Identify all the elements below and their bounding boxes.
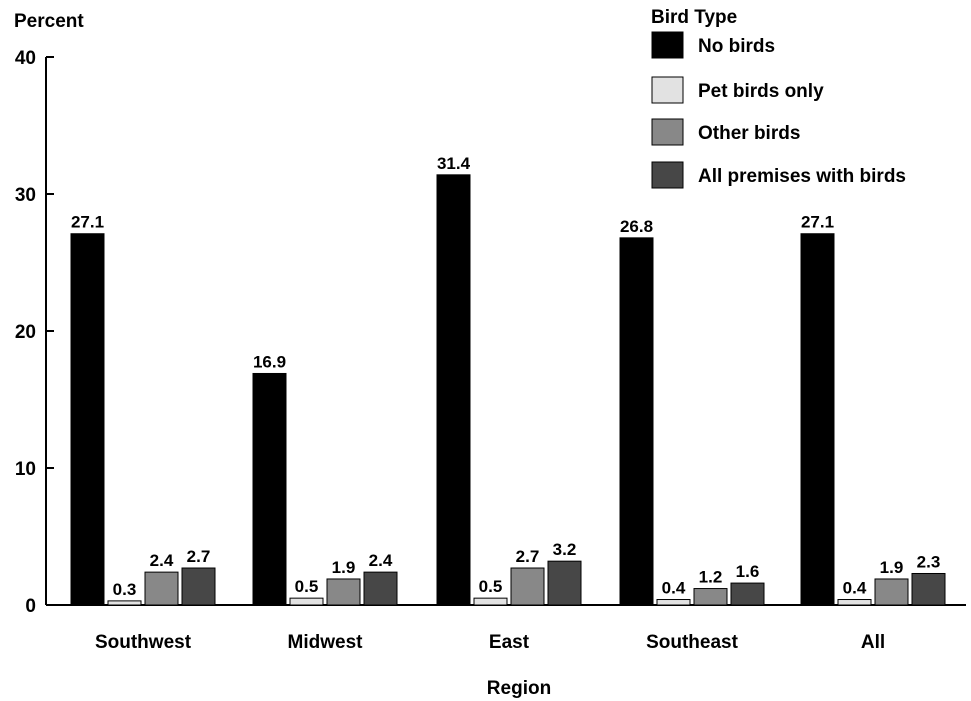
y-tick-label: 20 (15, 322, 36, 343)
bar (289, 597, 324, 606)
data-label: 2.4 (369, 551, 393, 570)
data-label: 0.4 (843, 579, 867, 598)
data-label: 2.7 (187, 547, 211, 566)
data-label: 1.6 (736, 562, 760, 581)
data-label: 3.2 (553, 540, 577, 559)
bar (363, 571, 398, 606)
data-label: 0.3 (113, 580, 137, 599)
legend-swatch (651, 118, 684, 146)
data-label: 27.1 (71, 213, 104, 232)
bar (619, 237, 654, 606)
bar (181, 567, 216, 606)
bar (874, 578, 909, 606)
data-label: 16.9 (253, 352, 286, 371)
data-label: 31.4 (437, 154, 471, 173)
data-label: 1.9 (880, 558, 904, 577)
bar (656, 599, 691, 606)
bar (837, 599, 872, 606)
data-label: 1.9 (332, 558, 356, 577)
data-label: 26.8 (620, 217, 653, 236)
x-tick-label: East (489, 632, 530, 653)
legend-item: All premises with birds (651, 161, 906, 189)
bar (547, 560, 582, 606)
bar (510, 567, 545, 606)
bar (800, 233, 835, 606)
y-tick-label: 30 (15, 185, 36, 206)
data-label: 27.1 (801, 213, 834, 232)
data-label: 2.4 (150, 551, 174, 570)
legend-item: No birds (651, 31, 775, 59)
y-tick-label: 10 (15, 459, 36, 480)
bar (107, 600, 142, 606)
y-axis-title: Percent (14, 11, 84, 32)
y-tick-label: 0 (25, 596, 36, 617)
bar-group-southeast: 26.8 0.4 1.2 1.6 Southeast (619, 217, 765, 653)
legend-item: Pet birds only (651, 76, 824, 104)
x-tick-label: All (861, 632, 885, 653)
data-label: 0.5 (295, 577, 319, 596)
bar (693, 588, 728, 606)
data-label: 0.5 (479, 577, 503, 596)
x-axis-title: Region (487, 678, 551, 699)
legend-label: All premises with birds (698, 166, 906, 187)
legend-swatch (651, 161, 684, 189)
legend-title: Bird Type (651, 7, 737, 28)
bar (70, 233, 105, 606)
bars: 27.1 0.3 2.4 2.7 Southwest 16.9 0.5 1.9 2.4 Midwe… (70, 154, 946, 653)
legend-label: Other birds (698, 123, 800, 144)
bar-group-midwest: 16.9 0.5 1.9 2.4 Midwest (252, 352, 398, 653)
legend-label: Pet birds only (698, 81, 824, 102)
data-label: 2.7 (516, 547, 540, 566)
legend-swatch (651, 31, 684, 59)
bar (144, 571, 179, 606)
legend-label: No birds (698, 36, 775, 57)
legend-item: Other birds (651, 118, 800, 146)
data-label: 1.2 (699, 568, 723, 587)
data-label: 2.3 (917, 552, 941, 571)
legend-swatch (651, 76, 684, 104)
x-tick-label: Southeast (646, 632, 739, 653)
bar-group-southwest: 27.1 0.3 2.4 2.7 Southwest (70, 213, 216, 653)
bar (911, 572, 946, 606)
legend: No birds Pet birds only Other birds All pre… (651, 31, 906, 189)
x-tick-label: Midwest (288, 632, 364, 653)
bar (326, 578, 361, 606)
data-label: 0.4 (662, 579, 686, 598)
bar (252, 372, 287, 606)
bar (473, 597, 508, 606)
x-tick-label: Southwest (95, 632, 192, 653)
y-tick-label: 40 (15, 48, 36, 69)
bar (730, 582, 765, 606)
bar-group-east: 31.4 0.5 2.7 3.2 East (436, 154, 582, 653)
bar (436, 174, 471, 606)
bar-group-all: 27.1 0.4 1.9 2.3 All (800, 213, 946, 653)
